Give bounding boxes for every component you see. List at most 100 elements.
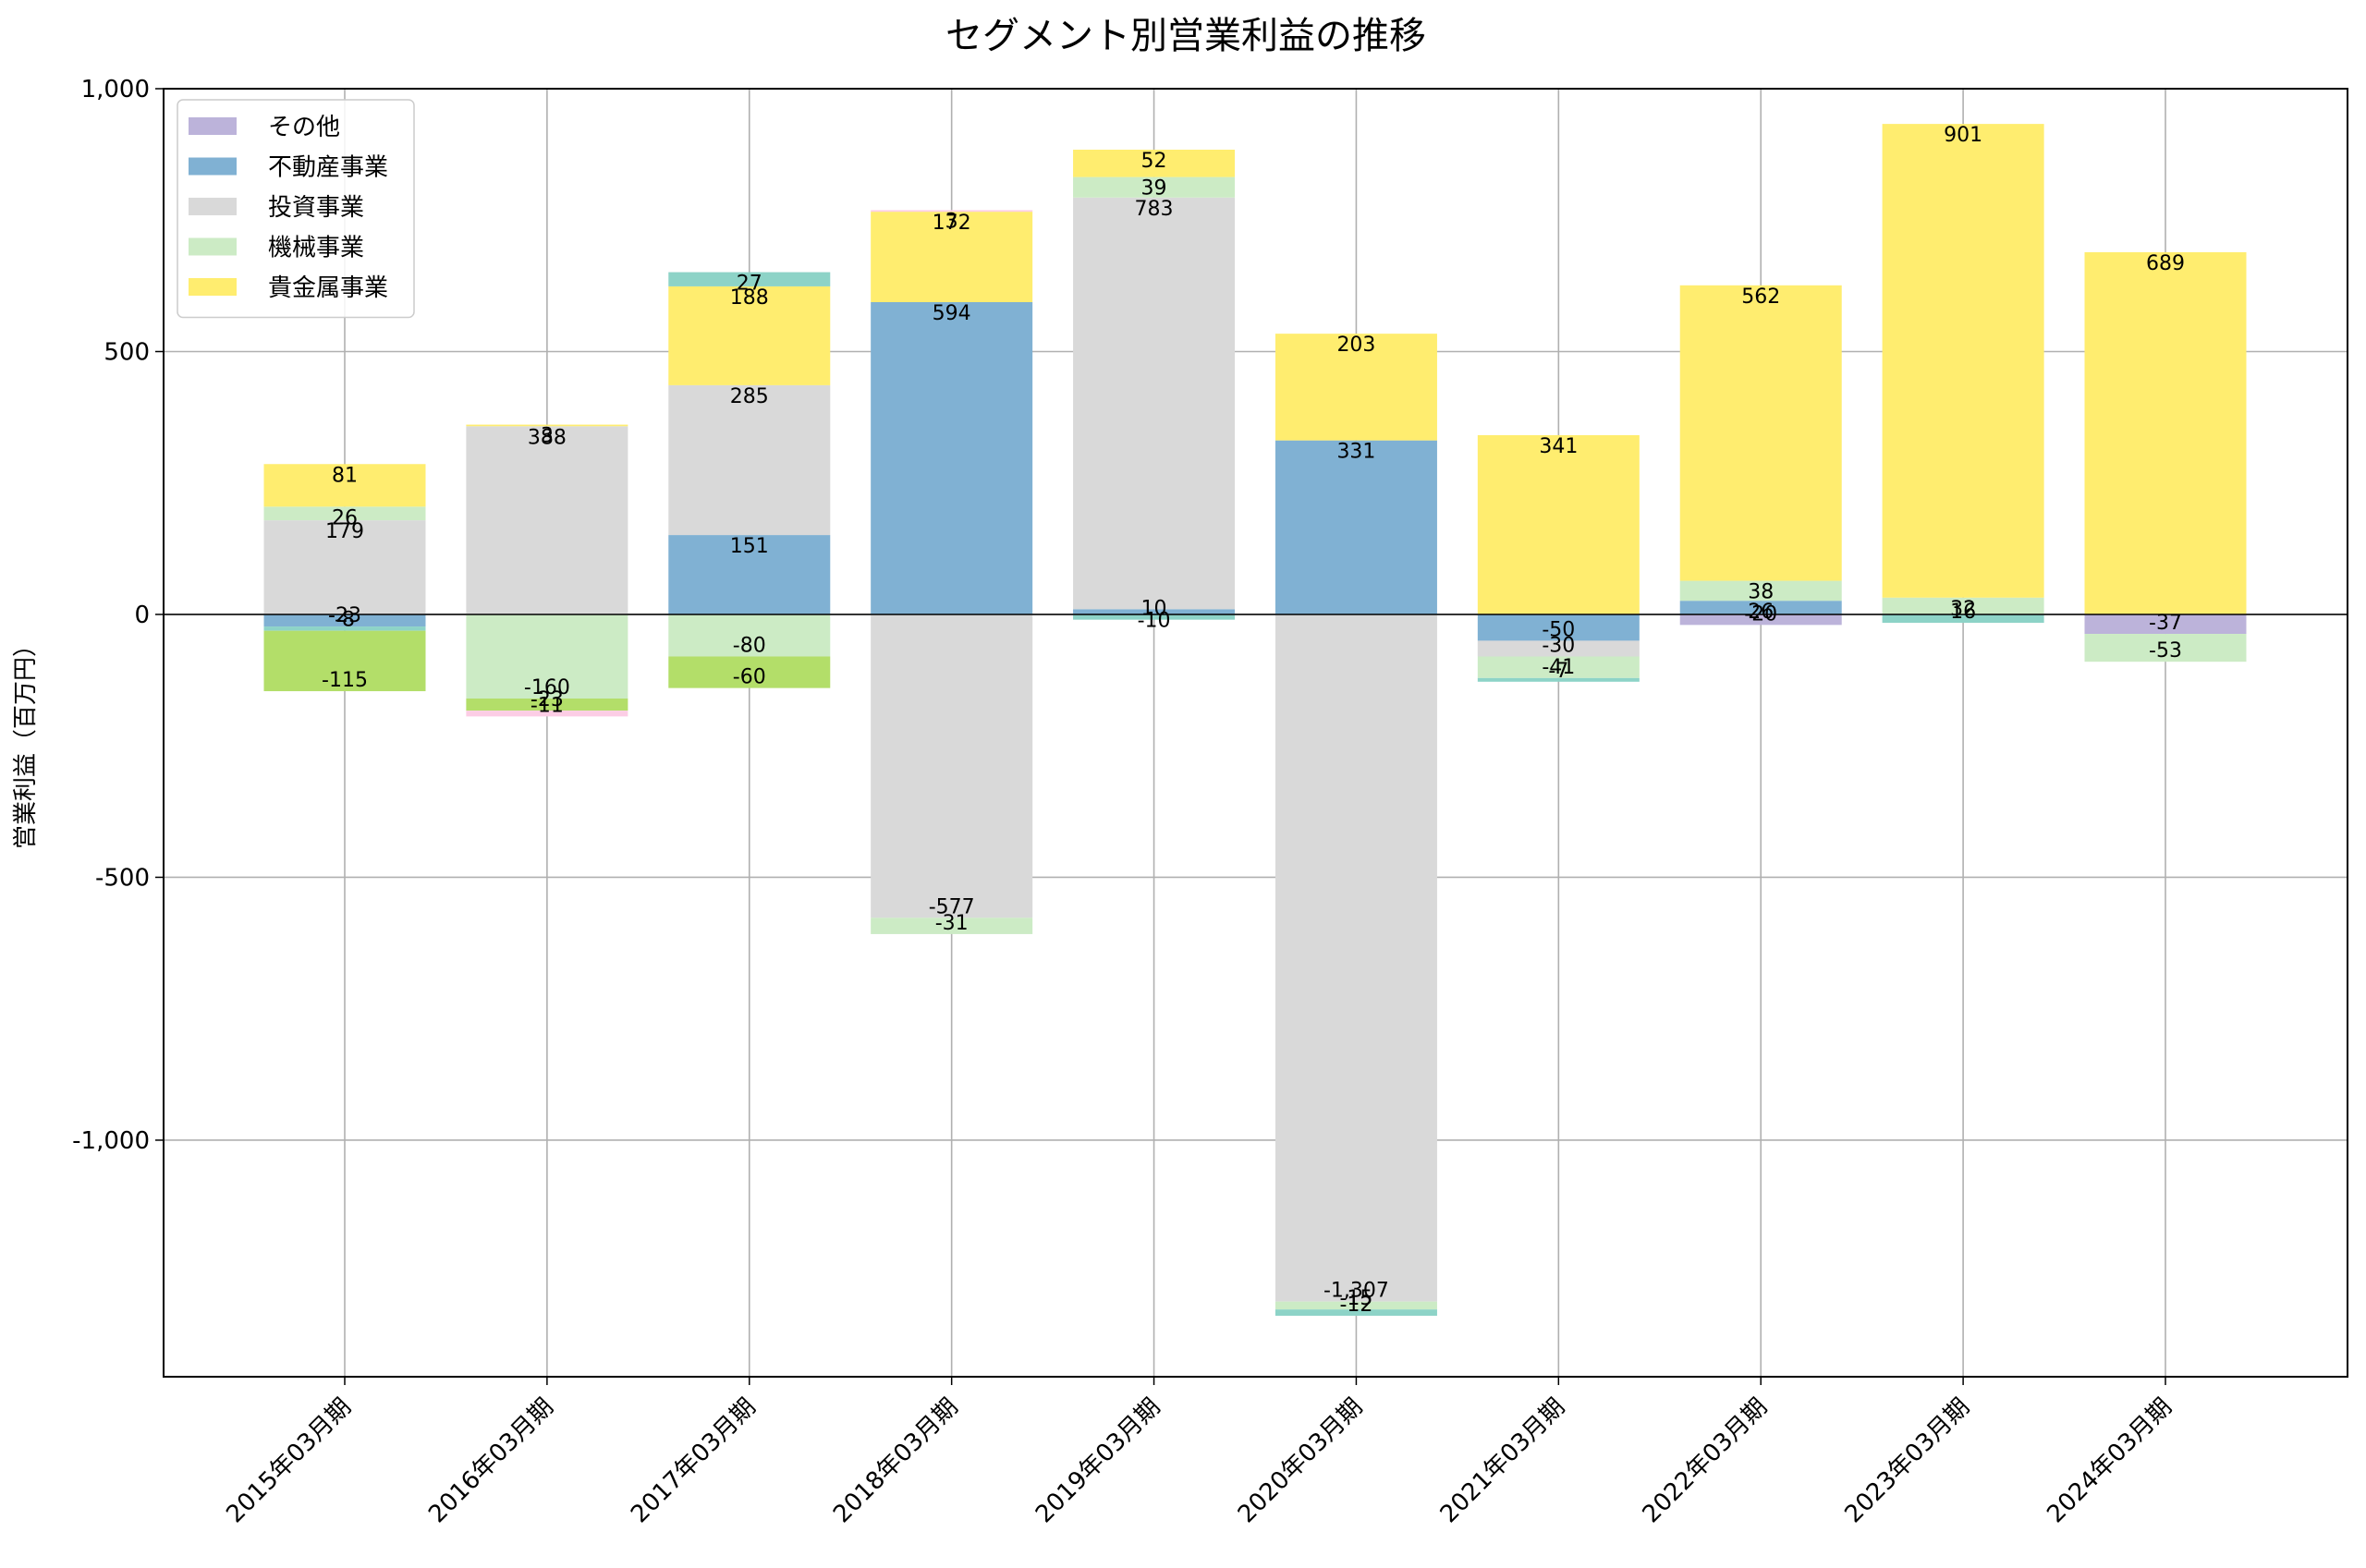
x-tick-label-0: 2015年03月期 bbox=[221, 1393, 357, 1529]
bar-0-series-5 bbox=[263, 626, 426, 631]
x-tick-label-2: 2017年03月期 bbox=[626, 1393, 762, 1529]
legend-entry-0: その他 bbox=[268, 114, 340, 141]
bar-2-series-1 bbox=[668, 535, 831, 614]
bar-7-series-0 bbox=[1679, 614, 1842, 626]
bar-6-series-2 bbox=[1477, 640, 1640, 657]
bar-2-series-3 bbox=[668, 614, 831, 657]
bar-3-series-4 bbox=[871, 212, 1033, 303]
data-label-2-series-3: -80 bbox=[733, 634, 766, 657]
data-label-8-series-5: 16 bbox=[1950, 601, 1976, 624]
data-label-5-series-2: -1,307 bbox=[1323, 1280, 1389, 1303]
data-label-1-series-7: -11 bbox=[531, 694, 564, 717]
data-label-2-series-6: -60 bbox=[733, 666, 766, 689]
legend-entry-3: 機械事業 bbox=[268, 235, 364, 262]
data-label-3-series-7: 3 bbox=[945, 210, 958, 233]
data-label-2-series-2: 285 bbox=[730, 385, 769, 408]
data-label-5-series-5: -12 bbox=[1339, 1294, 1372, 1317]
bar-1-series-2 bbox=[466, 426, 628, 614]
bar-4-series-1 bbox=[1073, 609, 1236, 614]
bar-6-series-3 bbox=[1477, 656, 1640, 678]
bar-9-series-3 bbox=[2084, 634, 2247, 662]
bar-9-series-4 bbox=[2084, 251, 2247, 614]
x-tick-label-5: 2020年03月期 bbox=[1233, 1393, 1369, 1529]
data-label-6-series-1: -50 bbox=[1542, 618, 1575, 641]
bar-3-series-2 bbox=[871, 614, 1033, 918]
y-tick-label-1: -500 bbox=[95, 864, 150, 892]
data-label-0-series-1: -23 bbox=[328, 604, 361, 627]
data-label-8-series-4: 901 bbox=[1944, 124, 1982, 147]
data-label-2-series-1: 151 bbox=[730, 535, 769, 558]
x-tick-label-1: 2016年03月期 bbox=[423, 1393, 559, 1529]
data-label-0-series-3: 26 bbox=[332, 506, 358, 529]
bar-1-series-3 bbox=[466, 614, 628, 699]
x-tick-label-6: 2021年03月期 bbox=[1435, 1393, 1571, 1529]
y-axis-label: 営業利益（百万円） bbox=[12, 633, 40, 849]
legend-swatch-4 bbox=[189, 278, 237, 296]
x-tick-label-4: 2019年03月期 bbox=[1031, 1393, 1166, 1529]
bar-4-series-2 bbox=[1073, 197, 1236, 610]
bar-2-series-4 bbox=[668, 286, 831, 385]
x-tick-label-3: 2018年03月期 bbox=[828, 1393, 964, 1529]
bar-2-series-2 bbox=[668, 384, 831, 536]
bar-7-series-1 bbox=[1679, 601, 1842, 614]
y-axis-ticks: -1,000 -500 0 500 1,000 bbox=[72, 76, 164, 1155]
bar-6-series-1 bbox=[1477, 614, 1640, 641]
bar-6-series-5 bbox=[1477, 677, 1640, 682]
y-tick-label-0: -1,000 bbox=[72, 1127, 150, 1155]
bar-5-series-4 bbox=[1274, 334, 1437, 441]
data-label-0-series-5: -8 bbox=[335, 609, 355, 632]
data-label-4-series-3: 39 bbox=[1141, 177, 1167, 201]
x-tick-label-9: 2024年03月期 bbox=[2042, 1393, 2177, 1529]
bar-0-series-6 bbox=[263, 630, 426, 692]
data-label-4-series-4: 52 bbox=[1141, 150, 1167, 173]
data-label-6-series-4: 341 bbox=[1539, 435, 1578, 458]
data-label-0-series-6: -115 bbox=[322, 669, 368, 692]
bar-8-series-3 bbox=[1882, 597, 2044, 614]
data-label-3-series-3: -31 bbox=[935, 912, 969, 935]
bar-5-series-2 bbox=[1274, 614, 1437, 1302]
legend-swatch-0 bbox=[189, 117, 237, 135]
data-labels: -231792681-8-115388-1603-23-11151285-801… bbox=[322, 124, 2185, 1317]
bar-8-series-5 bbox=[1882, 614, 2044, 624]
data-label-1-series-2: 388 bbox=[528, 426, 567, 449]
bar-9-series-0 bbox=[2084, 614, 2247, 635]
bar-0-series-1 bbox=[263, 614, 426, 627]
data-label-1-series-3: -160 bbox=[524, 676, 570, 699]
plot-frame bbox=[163, 88, 2348, 1378]
data-label-7-series-1: 26 bbox=[1748, 601, 1774, 624]
data-label-3-series-4: 172 bbox=[933, 212, 971, 235]
bar-5-series-1 bbox=[1274, 440, 1437, 614]
bar-1-series-4 bbox=[466, 424, 628, 427]
bar-2-series-6 bbox=[668, 656, 831, 688]
data-label-9-series-4: 689 bbox=[2146, 252, 2185, 275]
bar-4-series-5 bbox=[1073, 614, 1236, 620]
data-label-0-series-4: 81 bbox=[332, 464, 358, 487]
bar-5-series-5 bbox=[1274, 1309, 1437, 1316]
legend-swatch-1 bbox=[189, 157, 237, 176]
x-tick-label-8: 2023年03月期 bbox=[1840, 1393, 1976, 1529]
bar-7-series-4 bbox=[1679, 285, 1842, 581]
data-label-3-series-2: -577 bbox=[929, 895, 975, 918]
data-label-4-series-5: 10 bbox=[1141, 598, 1167, 621]
data-label-5-series-3: -15 bbox=[1339, 1287, 1372, 1310]
data-label-5-series-4: 203 bbox=[1336, 334, 1375, 357]
bar-3-series-1 bbox=[871, 302, 1033, 614]
data-label-8-series-3: 32 bbox=[1950, 598, 1976, 621]
data-label-6-series-2: -30 bbox=[1542, 634, 1575, 657]
bar-6-series-4 bbox=[1477, 434, 1640, 614]
y-tick-label-4: 1,000 bbox=[81, 76, 150, 103]
bar-7-series-3 bbox=[1679, 580, 1842, 602]
legend-entry-2: 投資事業 bbox=[268, 194, 364, 222]
y-tick-label-3: 500 bbox=[104, 338, 150, 366]
legend-entry-4: 貴金属事業 bbox=[268, 274, 388, 302]
legend-swatch-2 bbox=[189, 198, 237, 215]
data-label-3-series-1: 594 bbox=[933, 302, 971, 325]
data-label-5-series-1: 331 bbox=[1336, 441, 1375, 464]
x-tick-label-7: 2022年03月期 bbox=[1638, 1393, 1774, 1529]
bar-2-series-5 bbox=[668, 272, 831, 286]
data-label-4-series-2: 783 bbox=[1135, 198, 1174, 221]
data-label-9-series-3: -53 bbox=[2149, 639, 2182, 662]
y-tick-label-2: 0 bbox=[134, 602, 150, 629]
x-axis-ticks: 2015年03月期 2016年03月期 2017年03月期 2018年03月期 2019… bbox=[221, 1377, 2177, 1528]
